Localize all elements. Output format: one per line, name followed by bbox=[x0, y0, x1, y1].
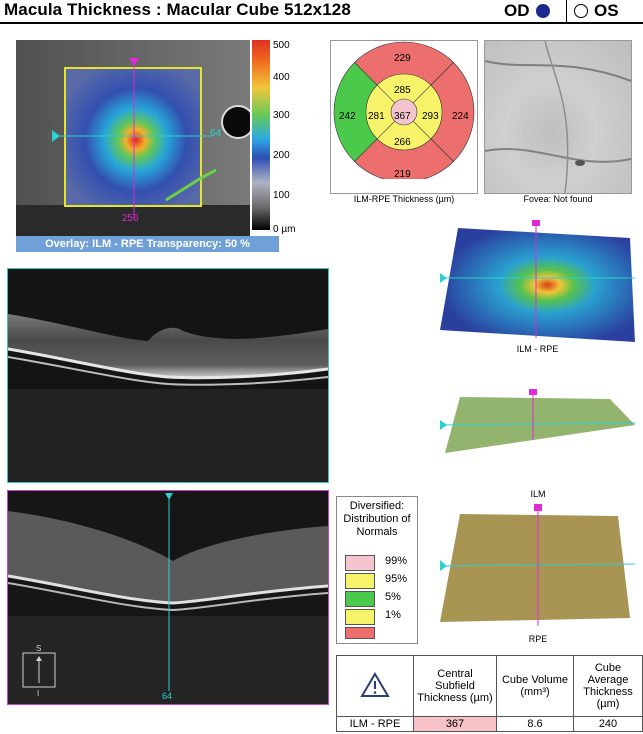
warning-icon bbox=[360, 671, 390, 697]
surface-ilm-brown[interactable] bbox=[439, 500, 636, 630]
table-row: ILM - RPE 367 8.6 240 bbox=[336, 716, 643, 732]
map-cursor-v-label: 256 bbox=[122, 213, 139, 224]
legend-pct-1: 1% bbox=[385, 609, 401, 621]
value-cube-volume: 8.6 bbox=[496, 716, 574, 732]
header-cube-average: Cube Average Thickness (µm) bbox=[573, 655, 643, 717]
header-central-subfield: Central Subfield Thickness (µm) bbox=[413, 655, 497, 717]
value-central-subfield: 367 bbox=[413, 716, 497, 732]
scale-label-200: 200 bbox=[273, 150, 290, 161]
scale-label-100: 100 bbox=[273, 190, 290, 201]
bscan-vertical-image bbox=[8, 491, 328, 704]
legend-pct-99: 99% bbox=[385, 555, 408, 567]
surface-1-caption: ILM - RPE bbox=[516, 344, 559, 354]
legend-swatch-95 bbox=[345, 573, 375, 589]
etdrs-outer-inferior: 219 bbox=[394, 169, 411, 180]
orientation-bottom-label: I bbox=[37, 689, 40, 698]
thickness-map[interactable]: 64 256 bbox=[16, 40, 250, 236]
page-title: Macula Thickness : Macular Cube 512x128 bbox=[4, 0, 351, 19]
od-label: OD bbox=[504, 1, 530, 20]
etdrs-outer-superior: 229 bbox=[394, 53, 411, 64]
os-radio-icon[interactable] bbox=[574, 4, 588, 18]
overlay-caption: Overlay: ILM - RPE Transparency: 50 % bbox=[16, 236, 279, 252]
fundus-caption: Fovea: Not found bbox=[523, 194, 593, 204]
surface-3-bottom-caption: RPE bbox=[528, 634, 548, 644]
etdrs-inner-nasal: 281 bbox=[368, 111, 385, 122]
surface-flat-green-image bbox=[439, 389, 636, 453]
normals-legend: Diversified: Distribution of Normals 99%… bbox=[336, 496, 418, 644]
legend-swatch-5 bbox=[345, 591, 375, 607]
surface-ilm-rpe[interactable] bbox=[440, 220, 635, 342]
row-label: ILM - RPE bbox=[336, 716, 414, 732]
orientation-top-label: S bbox=[36, 644, 42, 653]
map-cursor-h-label: 64 bbox=[210, 128, 222, 139]
header-cube-volume: Cube Volume (mm³) bbox=[496, 655, 574, 717]
legend-swatch-below bbox=[345, 627, 375, 639]
etdrs-chart bbox=[333, 41, 475, 183]
surface-ilm-brown-image bbox=[439, 504, 636, 626]
legend-pct-5: 5% bbox=[385, 591, 401, 603]
value-cube-average: 240 bbox=[573, 716, 643, 732]
etdrs-outer-nasal: 242 bbox=[339, 111, 356, 122]
os-label: OS bbox=[594, 1, 619, 20]
od-selector[interactable]: OD bbox=[504, 0, 550, 22]
fundus-vessels bbox=[485, 41, 631, 193]
warning-cell bbox=[336, 655, 414, 717]
etdrs-inner-temporal: 293 bbox=[422, 111, 439, 122]
bscan-horizontal[interactable] bbox=[7, 268, 329, 483]
surface-ilm-rpe-image bbox=[440, 220, 635, 342]
etdrs-caption: ILM-RPE Thickness (µm) bbox=[353, 194, 455, 204]
bscan-cursor-label: 64 bbox=[162, 691, 173, 701]
table-header-row: Central Subfield Thickness (µm) Cube Vol… bbox=[336, 655, 643, 717]
legend-swatch-1 bbox=[345, 609, 375, 625]
thickness-stats-table: Central Subfield Thickness (µm) Cube Vol… bbox=[336, 655, 643, 732]
etdrs-outer-temporal: 224 bbox=[452, 111, 469, 122]
scale-label-400: 400 bbox=[273, 72, 290, 83]
surface-3-top-caption: ILM bbox=[530, 489, 546, 499]
header-rule bbox=[0, 22, 643, 24]
etdrs-grid[interactable]: 229 285 242 281 367 293 224 266 219 bbox=[330, 40, 478, 194]
etdrs-inner-inferior: 266 bbox=[394, 137, 411, 148]
scale-label-300: 300 bbox=[273, 110, 290, 121]
os-selector[interactable]: OS bbox=[574, 0, 619, 22]
scale-label-500: 500 bbox=[273, 40, 290, 51]
thickness-color-scale bbox=[252, 40, 270, 230]
etdrs-inner-superior: 285 bbox=[394, 85, 411, 96]
thickness-map-image bbox=[16, 40, 250, 236]
bscan-horizontal-image bbox=[8, 269, 328, 482]
legend-pct-95: 95% bbox=[385, 573, 408, 585]
surface-flat-green[interactable] bbox=[439, 385, 636, 455]
od-radio-icon[interactable] bbox=[535, 4, 550, 18]
eye-divider bbox=[566, 0, 567, 22]
legend-swatch-99 bbox=[345, 555, 375, 571]
fundus-image[interactable] bbox=[484, 40, 632, 194]
etdrs-center: 367 bbox=[394, 111, 411, 122]
normals-legend-title: Diversified: Distribution of Normals bbox=[343, 500, 411, 538]
scale-label-0: 0 µm bbox=[273, 224, 296, 235]
bscan-vertical[interactable]: S I 64 bbox=[7, 490, 329, 705]
